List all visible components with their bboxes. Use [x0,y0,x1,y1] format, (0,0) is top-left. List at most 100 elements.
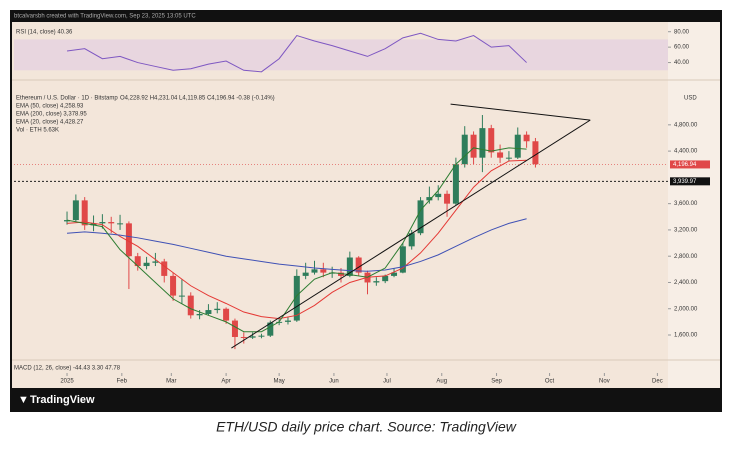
indicator-line [66,147,527,333]
candle-body [408,233,415,247]
candle-body [99,222,106,224]
header: btcalvarsbh created with TradingView.com… [14,14,196,20]
candle-body [532,141,539,165]
currency: USD [684,96,697,102]
candle-body [117,223,124,225]
chart-pane [12,22,720,388]
candle-body [223,308,230,321]
candle-body [240,336,247,338]
indicator-line [66,218,527,272]
candle-body [435,193,442,198]
x-tick-label: Dec [652,379,663,385]
y-tick-label: 3,600.00 [674,201,698,207]
candle-body [64,220,71,222]
x-tick-label: Mar [166,379,176,385]
candle-body [81,200,88,226]
candle-body [399,246,406,273]
candle-body [488,128,495,153]
x-tick-label: Aug [436,379,447,385]
trendline [231,119,591,349]
candle-body [187,295,194,316]
candle-body [320,269,327,273]
candle-body [479,128,486,158]
candle-body [497,152,504,158]
candle-body [346,257,353,276]
y-tick-label: 40.00 [674,60,690,66]
candle-body [391,272,398,276]
candle-body [461,134,468,165]
candle-body [311,269,318,273]
indicator-line [66,32,527,73]
y-tick-label: 2,000.00 [674,306,698,312]
legend-entry: EMA (200, close) 3,378.95 [16,112,87,118]
candle-body [355,257,362,273]
candle-body [382,275,389,282]
candle-body [284,320,291,322]
candle-body [417,200,424,234]
candle-body [152,261,159,263]
logo: TradingView [30,394,95,406]
x-tick-label: Nov [599,379,610,385]
candle-body [267,322,274,336]
y-tick-label: 4,800.00 [674,122,698,128]
x-tick-label: May [273,379,284,385]
legend-entry: RSI (14, close) 40.36 [16,30,73,36]
ohlc-label: O4,228.92 H4,231.04 L4,119.85 C4,196.94 … [120,96,275,102]
reference-label-box [670,177,710,186]
y-tick-label: 2,800.00 [674,254,698,260]
caption: ETH/USD daily price chart. Source: Tradi… [216,419,517,435]
last-price-box [670,160,710,169]
candle-body [231,320,238,337]
y-tick-label: 1,600.00 [674,333,698,339]
y-tick-label: 80.00 [674,29,690,35]
candle-body [426,197,433,201]
candle-body [373,281,380,283]
price-axis [668,22,720,388]
volume-label: Vol · ETH 5.63K [16,128,59,134]
candle-body [108,222,115,224]
candle-body [258,335,265,337]
y-tick-label: 4,400.00 [674,149,698,155]
candle-body [196,313,203,316]
candle-body [178,295,185,297]
y-tick-label: 60.00 [674,45,690,51]
candle-body [72,200,79,221]
candle-body [249,336,256,338]
candle-body [170,275,177,296]
candle-body [470,134,477,158]
rsi-band [14,39,668,71]
candle-body [444,193,451,204]
reference-label: 3,939.97 [673,179,697,185]
candle-body [505,157,512,159]
last-price-label: 4,196.94 [673,162,697,168]
candle-body [214,308,221,311]
chart-title: Ethereum / U.S. Dollar · 1D · Bitstamp [16,96,118,102]
x-tick-label: Sep [491,379,502,385]
legend-entry: EMA (50, close) 4,258.93 [16,104,84,110]
x-tick-label: 2025 [60,379,74,385]
x-tick-label: Jul [383,379,391,385]
x-tick-label: Jun [329,379,339,385]
candle-body [90,223,97,226]
trendline [450,103,591,121]
logo-icon: ▼ [18,394,29,406]
candle-body [452,164,459,204]
candle-body [523,134,530,142]
candle-body [125,223,132,257]
y-tick-label: 3,200.00 [674,228,698,234]
indicator-line [66,159,527,320]
candle-body [302,272,309,276]
x-tick-label: Oct [545,379,555,385]
candle-body [134,256,141,267]
macd-label: MACD (12, 26, close) -44.43 3.30 47.78 [14,366,121,372]
x-tick-label: Apr [221,379,230,385]
candle-body [143,262,150,267]
candle-body [514,134,521,158]
legend-entry: EMA (20, close) 4,428.27 [16,120,84,126]
candle-body [161,261,168,276]
y-tick-label: 2,400.00 [674,280,698,286]
candle-body [338,272,344,276]
candle-body [293,275,300,321]
candle-body [205,310,212,314]
